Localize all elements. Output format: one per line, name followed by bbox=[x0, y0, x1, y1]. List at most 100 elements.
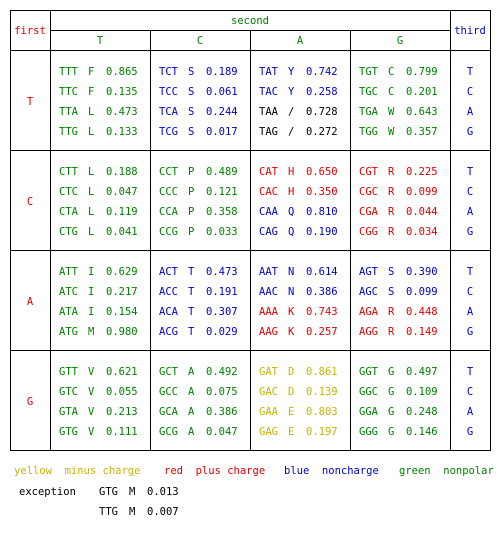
codon-table: first second third T C A G T T C A G TTT F 0.86… bbox=[10, 10, 491, 451]
frequency-value: 0.489 bbox=[206, 166, 238, 178]
frequency-value: 0.111 bbox=[106, 426, 138, 438]
frequency-value: 0.244 bbox=[206, 106, 238, 118]
frequency-value: 0.643 bbox=[406, 106, 438, 118]
amino-acid-label: L bbox=[88, 106, 95, 118]
third-base-label: T bbox=[466, 166, 474, 178]
codon-label: ATC bbox=[59, 286, 78, 298]
frequency-value: 0.390 bbox=[406, 266, 438, 278]
amino-acid-label: I bbox=[88, 306, 95, 318]
frequency-value: 0.047 bbox=[106, 186, 138, 198]
frequency-value: 0.109 bbox=[406, 386, 438, 398]
codon-label: AAC bbox=[259, 286, 278, 298]
third-base-label: T bbox=[466, 366, 474, 378]
codon-label: TCT bbox=[159, 66, 178, 78]
amino-acid-label: T bbox=[188, 306, 195, 318]
amino-acid-label: R bbox=[388, 326, 395, 338]
codon-label: TTG bbox=[59, 126, 78, 138]
amino-acid-label: P bbox=[188, 166, 195, 178]
codon-label: TTC bbox=[59, 86, 78, 98]
frequency-value: 0.861 bbox=[306, 366, 338, 378]
third-base-label: A bbox=[466, 206, 474, 218]
codon-label: CAA bbox=[259, 206, 278, 218]
amino-acid-label: S bbox=[188, 66, 195, 78]
third-base-label: G bbox=[466, 326, 474, 338]
third-base-label: A bbox=[466, 106, 474, 118]
frequency-value: 0.041 bbox=[106, 226, 138, 238]
codon-label: TGG bbox=[359, 126, 378, 138]
amino-acid-label: E bbox=[288, 426, 295, 438]
codon-label: ACT bbox=[159, 266, 178, 278]
exception-freq-1: 0.013 bbox=[147, 486, 179, 498]
amino-acid-label: G bbox=[388, 426, 395, 438]
frequency-value: 0.119 bbox=[106, 206, 138, 218]
codon-label: CCG bbox=[159, 226, 178, 238]
third-base-label: A bbox=[466, 306, 474, 318]
frequency-value: 0.017 bbox=[206, 126, 238, 138]
frequency-value: 0.448 bbox=[406, 306, 438, 318]
codon-label: GGG bbox=[359, 426, 378, 438]
row-divider-3 bbox=[10, 350, 490, 351]
codon-label: CAG bbox=[259, 226, 278, 238]
codon-label: CCC bbox=[159, 186, 178, 198]
frequency-value: 0.139 bbox=[306, 386, 338, 398]
amino-acid-label: R bbox=[388, 306, 395, 318]
codon-label: GTC bbox=[59, 386, 78, 398]
amino-acid-label: A bbox=[188, 366, 195, 378]
codon-label: TCC bbox=[159, 86, 178, 98]
third-base-label: C bbox=[466, 186, 474, 198]
codon-label: AAG bbox=[259, 326, 278, 338]
codon-label: TAT bbox=[259, 66, 278, 78]
frequency-value: 0.033 bbox=[206, 226, 238, 238]
frequency-value: 0.133 bbox=[106, 126, 138, 138]
frequency-value: 0.225 bbox=[406, 166, 438, 178]
amino-acid-label: V bbox=[88, 386, 95, 398]
codon-label: GGT bbox=[359, 366, 378, 378]
codon-label: GAT bbox=[259, 366, 278, 378]
frequency-value: 0.146 bbox=[406, 426, 438, 438]
amino-acid-label: R bbox=[388, 186, 395, 198]
codon-label: AGA bbox=[359, 306, 378, 318]
frequency-value: 0.044 bbox=[406, 206, 438, 218]
frequency-value: 0.799 bbox=[406, 66, 438, 78]
table-border-bottom bbox=[10, 450, 491, 451]
frequency-value: 0.154 bbox=[106, 306, 138, 318]
exception-label: exception bbox=[19, 486, 76, 498]
frequency-value: 0.190 bbox=[306, 226, 338, 238]
codon-label: CGG bbox=[359, 226, 378, 238]
table-border-right bbox=[490, 10, 491, 451]
column-divider-3 bbox=[350, 30, 351, 450]
amino-acid-label: H bbox=[288, 186, 295, 198]
frequency-value: 0.473 bbox=[106, 106, 138, 118]
amino-acid-label: W bbox=[388, 106, 395, 118]
amino-acid-label: L bbox=[88, 186, 95, 198]
amino-acid-label: Y bbox=[288, 66, 295, 78]
amino-acid-label: P bbox=[188, 206, 195, 218]
third-base-label: C bbox=[466, 86, 474, 98]
codon-label: AGT bbox=[359, 266, 378, 278]
exception-codon-2: TTG bbox=[99, 506, 118, 518]
codon-label: TAA bbox=[259, 106, 278, 118]
amino-acid-label: Y bbox=[288, 86, 295, 98]
frequency-value: 0.650 bbox=[306, 166, 338, 178]
amino-acid-label: N bbox=[288, 266, 295, 278]
codon-label: GAC bbox=[259, 386, 278, 398]
amino-acid-label: R bbox=[388, 206, 395, 218]
third-base-label: G bbox=[466, 126, 474, 138]
codon-label: CAC bbox=[259, 186, 278, 198]
amino-acid-label: / bbox=[288, 126, 295, 138]
codon-label: CGT bbox=[359, 166, 378, 178]
frequency-value: 0.055 bbox=[106, 386, 138, 398]
frequency-value: 0.099 bbox=[406, 286, 438, 298]
codon-label: AAT bbox=[259, 266, 278, 278]
amino-acid-label: V bbox=[88, 366, 95, 378]
amino-acid-label: D bbox=[288, 366, 295, 378]
frequency-value: 0.217 bbox=[106, 286, 138, 298]
frequency-value: 0.034 bbox=[406, 226, 438, 238]
amino-acid-label: V bbox=[88, 426, 95, 438]
exception-aa-2: M bbox=[129, 506, 136, 518]
amino-acid-label: K bbox=[288, 326, 295, 338]
frequency-value: 0.135 bbox=[106, 86, 138, 98]
amino-acid-label: L bbox=[88, 166, 95, 178]
frequency-value: 0.189 bbox=[206, 66, 238, 78]
codon-label: ACG bbox=[159, 326, 178, 338]
